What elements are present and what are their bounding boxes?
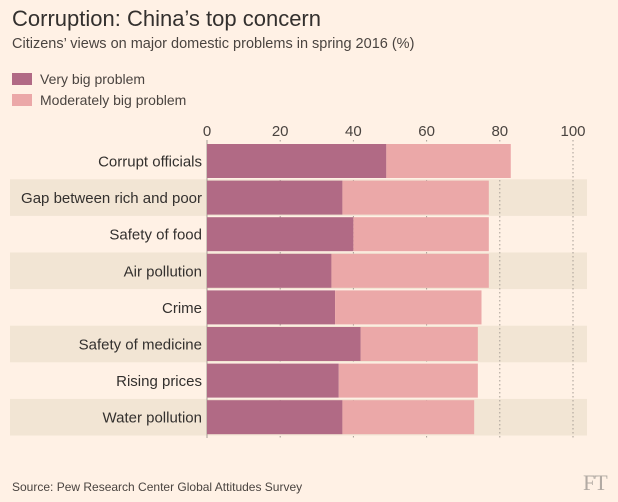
x-tick-label: 0 [203, 123, 211, 140]
chart-title: Corruption: China’s top concern [12, 6, 321, 31]
bar-moderately-big [338, 363, 478, 398]
category-label: Safety of medicine [79, 337, 202, 354]
bar-moderately-big [335, 290, 482, 325]
chart-subtitle: Citizens’ views on major domestic proble… [12, 36, 415, 52]
legend-label-very-big: Very big problem [40, 70, 146, 87]
legend-swatch-very-big [12, 72, 32, 85]
category-label: Crime [162, 300, 202, 317]
bars [207, 144, 511, 435]
bar-moderately-big [331, 253, 489, 288]
bar-very-big [207, 400, 343, 435]
legend-label-moderately-big: Moderately big problem [40, 91, 187, 108]
bar-very-big [207, 327, 361, 361]
category-label: Water pollution [103, 410, 203, 427]
category-label: Rising prices [116, 373, 202, 390]
category-label: Corrupt officials [98, 154, 202, 171]
x-tick-labels: 0 20 40 60 80 100 [203, 123, 586, 140]
bar-very-big [207, 363, 339, 398]
legend-swatch-moderately-big [12, 93, 32, 106]
bar-moderately-big [360, 327, 478, 361]
bar-very-big [207, 144, 387, 178]
category-label: Air pollution [124, 263, 202, 280]
legend-item-moderately-big: Moderately big problem [12, 89, 186, 110]
bar-very-big [207, 180, 343, 215]
source-note: Source: Pew Research Center Global Attit… [12, 480, 303, 494]
bar-moderately-big [353, 217, 489, 252]
x-tick-label: 60 [418, 123, 435, 140]
category-label: Safety of food [109, 227, 202, 244]
bar-moderately-big [342, 180, 489, 215]
bar-very-big [207, 290, 336, 325]
category-label: Gap between rich and poor [21, 190, 202, 207]
bar-very-big [207, 253, 332, 288]
bar-very-big [207, 217, 354, 252]
bar-moderately-big [386, 144, 511, 178]
legend-item-very-big: Very big problem [12, 68, 186, 89]
legend: Very big problem Moderately big problem [12, 68, 186, 110]
ft-logo: FT [583, 470, 608, 495]
bar-moderately-big [342, 400, 475, 435]
x-tick-label: 80 [491, 123, 508, 140]
x-tick-label: 20 [272, 123, 289, 140]
x-tick-label: 100 [560, 123, 585, 140]
x-tick-label: 40 [345, 123, 362, 140]
category-labels: Corrupt officials Gap between rich and po… [21, 154, 202, 427]
